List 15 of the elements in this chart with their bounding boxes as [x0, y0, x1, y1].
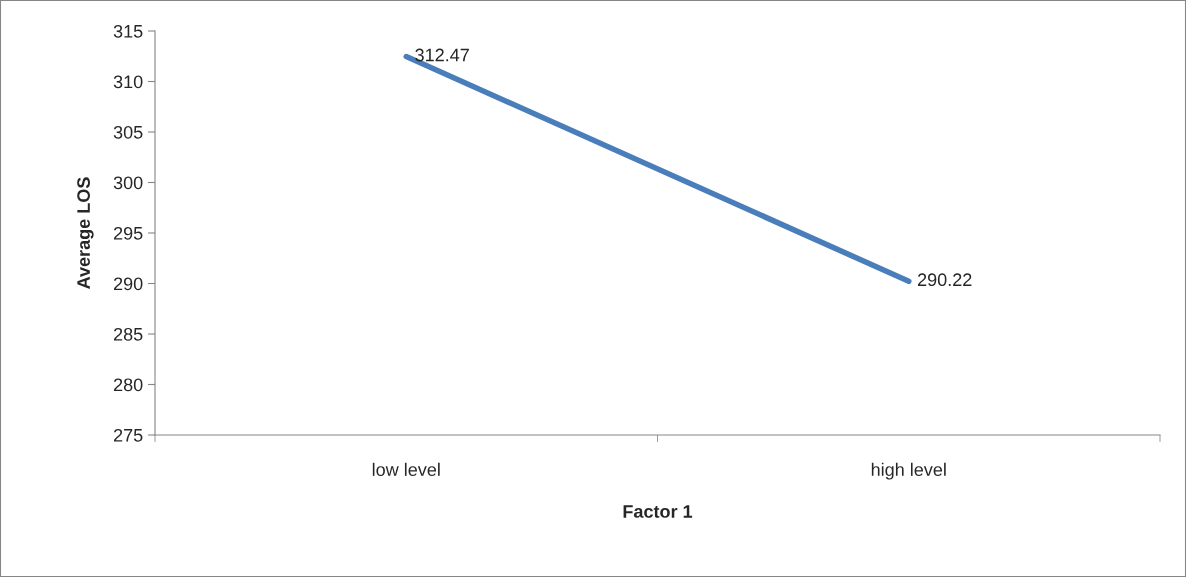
- x-axis-title: Factor 1: [623, 505, 693, 518]
- y-tick-label: 285: [113, 327, 143, 341]
- y-tick-label: 280: [113, 378, 143, 392]
- y-tick-label: 305: [113, 125, 143, 139]
- data-label: 312.47: [415, 48, 469, 62]
- y-tick-label: 290: [113, 277, 143, 291]
- y-tick-label: 275: [113, 428, 143, 442]
- data-label: 290.22: [917, 273, 972, 287]
- y-tick-label: 310: [113, 75, 143, 89]
- y-tick-label: 295: [113, 226, 143, 240]
- y-tick-label: 315: [113, 24, 143, 38]
- y-tick-label: 300: [113, 176, 143, 190]
- x-tick-label: low level: [372, 462, 440, 477]
- x-tick-label: high level: [871, 462, 946, 480]
- y-axis-title: Average LOS: [77, 177, 94, 289]
